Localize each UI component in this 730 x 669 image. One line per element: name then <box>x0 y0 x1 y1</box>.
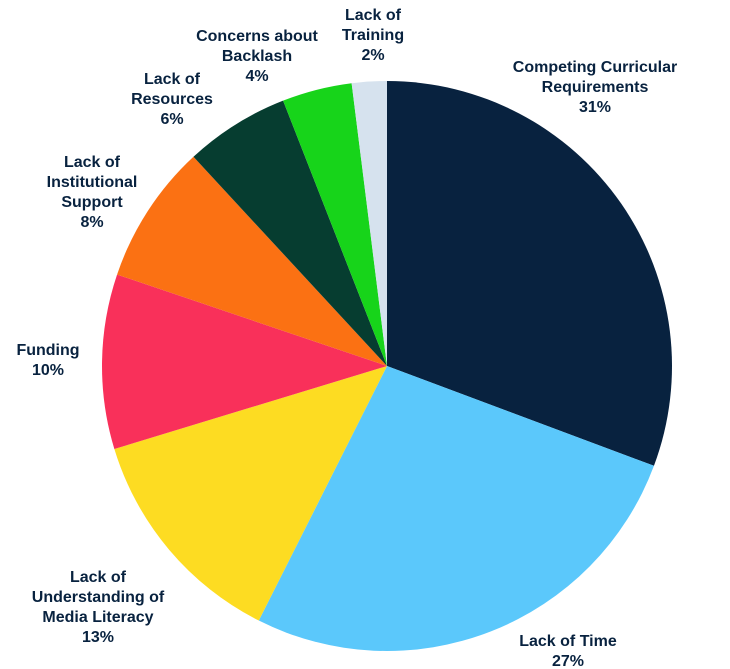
slice-name: Funding <box>16 342 80 359</box>
pie-slice <box>258 366 654 651</box>
pie-slice <box>114 366 388 621</box>
slice-name: Lack of Institutional Support <box>46 154 138 211</box>
slice-label: Lack of Resources 6% <box>125 70 220 130</box>
slice-label: Competing Curricular Requirements 31% <box>500 58 690 118</box>
slice-value: 4% <box>245 68 269 85</box>
pie-slice <box>387 81 672 466</box>
slice-value: 27% <box>551 653 585 669</box>
slice-name: Lack of Resources <box>131 71 213 108</box>
slice-name: Concerns about Backlash <box>196 28 318 65</box>
slice-value: 10% <box>31 362 65 379</box>
slice-label: Lack of Understanding of Media Literacy 1… <box>23 568 173 648</box>
slice-value: 2% <box>361 47 385 64</box>
slice-name: Lack of Understanding of Media Literacy <box>31 569 165 626</box>
slice-name: Lack of Time <box>519 633 617 650</box>
slice-value: 6% <box>160 111 184 128</box>
pie-slice <box>283 83 387 366</box>
slice-value: 13% <box>81 629 115 646</box>
pie-slice <box>351 81 387 366</box>
pie-slice <box>102 274 388 449</box>
slice-label: Lack of Institutional Support 8% <box>37 153 147 233</box>
slice-name: Competing Curricular Requirements <box>512 59 678 96</box>
pie-slice <box>117 156 387 366</box>
slice-label: Lack of Time 27% <box>493 632 643 669</box>
slice-name: Lack of Training <box>341 7 405 44</box>
slice-label: Funding 10% <box>0 341 98 381</box>
slice-value: 31% <box>578 99 612 116</box>
slice-label: Concerns about Backlash 4% <box>182 27 332 87</box>
slice-value: 8% <box>80 214 104 231</box>
pie-slice <box>193 100 387 367</box>
slice-label: Lack of Training 2% <box>333 6 413 66</box>
